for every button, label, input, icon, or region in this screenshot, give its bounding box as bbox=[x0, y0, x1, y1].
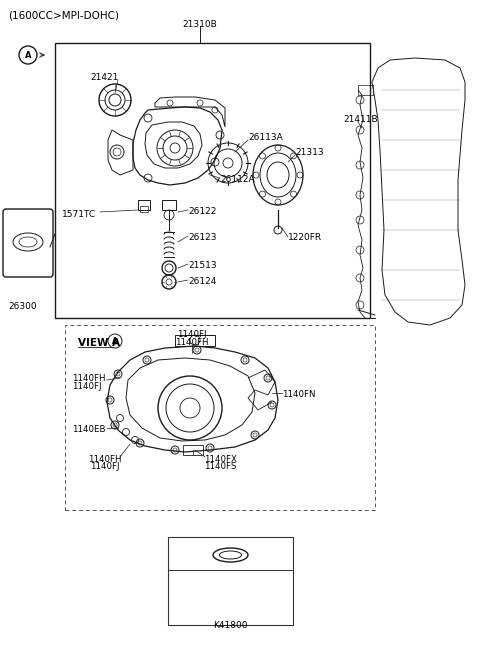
Text: K41800: K41800 bbox=[213, 621, 248, 630]
Text: 1571TC: 1571TC bbox=[62, 210, 96, 219]
Text: 21310B: 21310B bbox=[182, 20, 217, 29]
Text: 26122: 26122 bbox=[188, 207, 216, 216]
Text: 1140FH: 1140FH bbox=[72, 374, 106, 383]
Text: 1140EB: 1140EB bbox=[72, 425, 106, 434]
Text: 26123: 26123 bbox=[188, 233, 216, 242]
Text: 21313: 21313 bbox=[295, 148, 324, 157]
Bar bbox=[140, 206, 148, 212]
Text: 1140FH: 1140FH bbox=[88, 455, 122, 464]
Text: VIEW A: VIEW A bbox=[78, 338, 120, 348]
Text: 21421: 21421 bbox=[90, 73, 119, 82]
Text: 1140FX: 1140FX bbox=[204, 455, 237, 464]
Bar bbox=[55, 43, 370, 318]
Text: 1140FJ: 1140FJ bbox=[177, 330, 207, 339]
Text: 1140FH: 1140FH bbox=[175, 338, 209, 347]
Text: 1140FS: 1140FS bbox=[204, 462, 236, 471]
Text: (1600CC>MPI-DOHC): (1600CC>MPI-DOHC) bbox=[8, 10, 119, 20]
Text: 21411B: 21411B bbox=[343, 115, 378, 124]
Text: 26124: 26124 bbox=[188, 277, 216, 286]
Text: 21513: 21513 bbox=[188, 261, 216, 270]
Text: A: A bbox=[25, 50, 31, 60]
Text: 1140FN: 1140FN bbox=[282, 390, 315, 399]
Bar bbox=[168, 537, 293, 625]
Text: 26112A: 26112A bbox=[220, 175, 254, 184]
Bar bbox=[358, 85, 373, 95]
Bar bbox=[162, 200, 176, 210]
Bar bbox=[183, 445, 203, 455]
Text: 26113A: 26113A bbox=[248, 133, 283, 142]
Bar bbox=[138, 200, 150, 210]
Bar bbox=[65, 325, 375, 510]
Text: A: A bbox=[112, 337, 118, 345]
Text: 1140FJ: 1140FJ bbox=[72, 382, 101, 391]
Text: 26300: 26300 bbox=[8, 302, 36, 311]
Text: 1140FJ: 1140FJ bbox=[90, 462, 120, 471]
Text: 1220FR: 1220FR bbox=[288, 233, 322, 242]
